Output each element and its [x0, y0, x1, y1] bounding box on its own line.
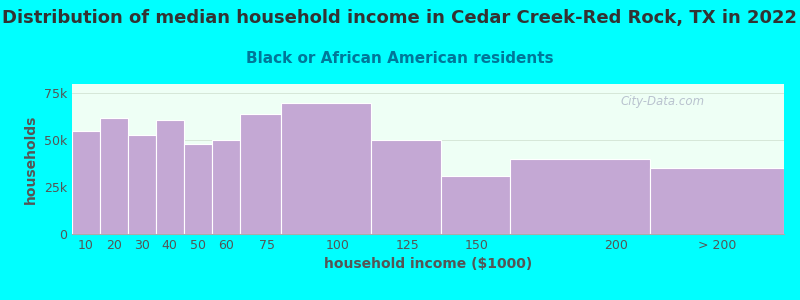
Bar — [650, 168, 784, 234]
X-axis label: household income ($1000): household income ($1000) — [324, 257, 532, 272]
Bar — [282, 103, 370, 234]
Bar — [441, 176, 510, 234]
Bar — [184, 144, 212, 234]
Bar — [239, 114, 282, 234]
Text: Distribution of median household income in Cedar Creek-Red Rock, TX in 2022: Distribution of median household income … — [2, 9, 798, 27]
Bar — [510, 159, 650, 234]
Bar — [212, 140, 239, 234]
Text: Black or African American residents: Black or African American residents — [246, 51, 554, 66]
Bar — [128, 135, 156, 234]
Y-axis label: households: households — [24, 114, 38, 204]
Bar — [156, 120, 184, 234]
Bar — [370, 140, 441, 234]
Bar — [100, 118, 128, 234]
Text: City-Data.com: City-Data.com — [620, 95, 704, 109]
Bar — [72, 131, 100, 234]
